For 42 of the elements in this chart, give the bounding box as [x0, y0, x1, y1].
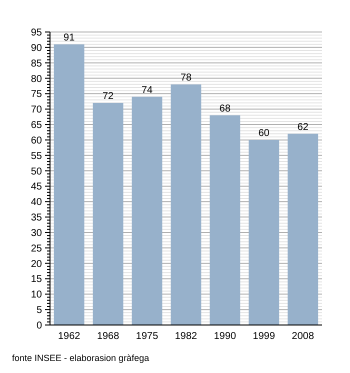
y-tick-label: 65 — [30, 120, 42, 132]
x-tick-label: 1968 — [96, 331, 120, 342]
y-tick-label: 20 — [30, 258, 42, 270]
y-tick-label: 85 — [30, 58, 42, 70]
bar — [288, 134, 318, 325]
bar — [132, 96, 162, 325]
x-tick-label: 1999 — [252, 331, 276, 342]
y-tick-label: 0 — [36, 320, 42, 332]
y-tick-label: 70 — [30, 104, 42, 116]
bar — [210, 115, 240, 325]
y-tick-label: 55 — [30, 150, 42, 162]
data-label: 91 — [64, 32, 76, 44]
y-tick-label: 40 — [30, 197, 42, 208]
bar — [92, 102, 124, 325]
y-tick-label: 10 — [30, 290, 42, 301]
y-tick-label: 5 — [36, 305, 42, 316]
x-tick-label: 2008 — [292, 331, 314, 342]
y-tick-label: 75 — [30, 89, 42, 100]
y-tick-label: 15 — [30, 274, 42, 286]
y-tick-label: 60 — [30, 135, 42, 146]
bar — [248, 140, 280, 325]
y-tick-label: 45 — [30, 182, 42, 193]
x-tick-label: 1962 — [58, 331, 81, 342]
bar — [54, 44, 84, 325]
data-label: 78 — [180, 72, 192, 84]
x-tick-label: 1982 — [174, 331, 198, 342]
data-label: 74 — [141, 84, 154, 96]
y-tick-label: 90 — [30, 42, 42, 54]
source-note: fonte INSEE - elaborasion gràfega — [12, 353, 150, 363]
y-tick-label: 50 — [30, 166, 42, 178]
y-tick-label: 95 — [30, 28, 42, 38]
data-label: 60 — [258, 128, 270, 139]
y-tick-label: 35 — [30, 212, 42, 224]
y-tick-label: 80 — [30, 74, 42, 85]
data-label: 62 — [297, 122, 309, 133]
bar — [170, 84, 202, 325]
y-tick-label: 30 — [30, 228, 42, 239]
y-tick-label: 25 — [30, 243, 42, 254]
data-label: 72 — [102, 90, 114, 102]
x-tick-label: 1990 — [214, 331, 237, 342]
x-tick-label: 1975 — [136, 331, 159, 342]
data-label: 68 — [219, 103, 231, 114]
